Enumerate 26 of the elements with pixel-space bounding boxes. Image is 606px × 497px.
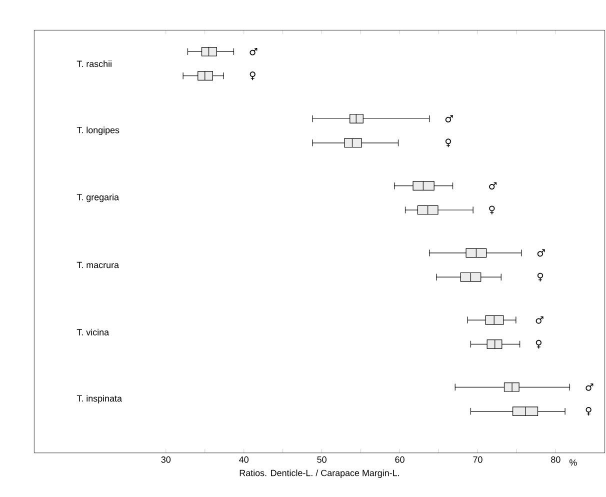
text: ♀ bbox=[489, 206, 495, 214]
x-tick-label: 50 bbox=[317, 456, 326, 463]
text: ♀ bbox=[536, 340, 542, 348]
y-tick-label: T. raschii bbox=[76, 60, 112, 67]
y-tick-label: T. inspinata bbox=[76, 395, 122, 404]
text: ♀ bbox=[250, 71, 256, 80]
x-tick-label: 60 bbox=[395, 456, 404, 463]
text: % bbox=[570, 459, 577, 466]
x-tick-label: 30 bbox=[161, 456, 171, 463]
y-tick-label: T. longipes bbox=[76, 126, 120, 135]
text: ♂ bbox=[536, 316, 544, 324]
x-tick-label: 40 bbox=[239, 456, 249, 463]
x-axis-title: Ratios. Denticle-L. / Carapace Margin-L. bbox=[240, 470, 399, 478]
text: ♂ bbox=[489, 182, 497, 190]
text: ♀ bbox=[537, 272, 544, 282]
text: ♀ bbox=[586, 406, 592, 416]
text: ♂ bbox=[537, 249, 545, 257]
y-tick-label: T. macrura bbox=[76, 262, 119, 268]
y-tick-label: T. vicina bbox=[76, 328, 110, 336]
text: ♂ bbox=[250, 48, 258, 56]
x-tick-label: 80 bbox=[551, 456, 560, 463]
x-tick-label: 70 bbox=[473, 456, 482, 463]
text: ♂ bbox=[445, 115, 453, 122]
text: ♀ bbox=[445, 138, 452, 148]
text: ♂ bbox=[586, 383, 594, 391]
y-tick-label: T. gregaria bbox=[76, 194, 120, 202]
